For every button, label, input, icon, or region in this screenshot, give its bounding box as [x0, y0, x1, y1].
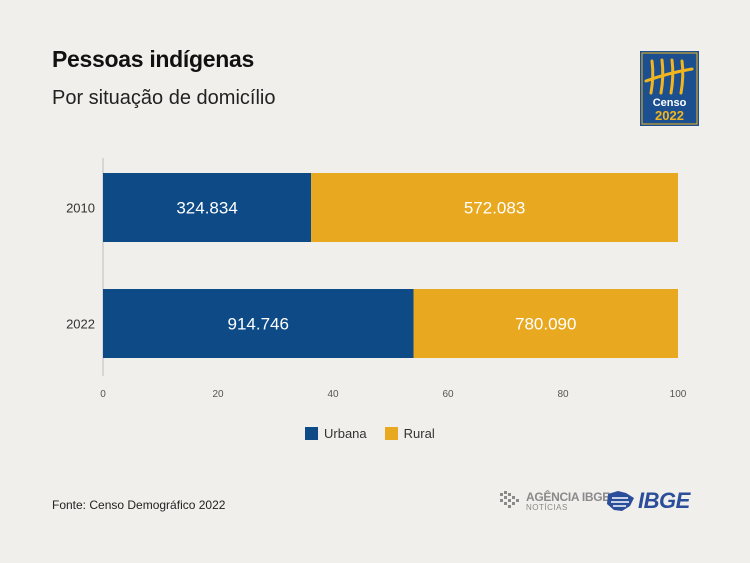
data-label-urbana-2022: 914.746 [228, 315, 289, 334]
legend-label-urbana: Urbana [324, 426, 367, 441]
agencia-ibge-logo: AGÊNCIA IBGE NOTÍCIAS [498, 488, 610, 514]
legend-swatch-rural [384, 427, 398, 440]
category-label-2010: 2010 [66, 201, 95, 216]
censo-2022-logo: Censo 2022 [640, 51, 699, 126]
logo-line2: 2022 [655, 108, 684, 123]
x-tick-label-80: 80 [557, 389, 569, 400]
legend-label-rural: Rural [403, 426, 435, 441]
ibge-logo: IBGE [604, 488, 700, 513]
agencia-label: AGÊNCIA IBGE [526, 490, 610, 504]
legend: Urbana Rural [305, 426, 453, 441]
data-label-rural-2010: 572.083 [464, 199, 525, 218]
ibge-map-icon [607, 491, 634, 511]
agencia-sub-label: NOTÍCIAS [526, 503, 568, 512]
bar-urbana-2010 [103, 173, 312, 242]
logo-line1: Censo [653, 97, 687, 109]
category-label-2022: 2022 [66, 317, 95, 332]
ibge-label: IBGE [638, 488, 690, 513]
legend-item-urbana: Urbana [305, 426, 367, 441]
data-label-urbana-2010: 324.834 [176, 199, 237, 218]
agencia-mark-icon [500, 491, 519, 508]
bar-rural-2022 [413, 289, 678, 358]
stacked-bar-chart: 2010 324.834 572.083 2022 914.746 780.090 0 20 4… [66, 158, 687, 400]
source-note: Fonte: Censo Demográfico 2022 [52, 498, 226, 512]
bar-rural-2010 [311, 173, 678, 242]
legend-swatch-urbana [305, 427, 318, 440]
bar-urbana-2022 [103, 289, 414, 358]
x-tick-label-40: 40 [327, 389, 339, 400]
chart-subtitle: Por situação de domicílio [52, 87, 276, 109]
x-tick-label-0: 0 [100, 389, 106, 400]
x-tick-label-60: 60 [442, 389, 454, 400]
x-tick-label-100: 100 [670, 389, 687, 400]
legend-item-rural: Rural [384, 426, 435, 441]
chart-title: Pessoas indígenas [52, 46, 254, 72]
x-tick-label-20: 20 [212, 389, 224, 400]
data-label-rural-2022: 780.090 [515, 315, 576, 334]
